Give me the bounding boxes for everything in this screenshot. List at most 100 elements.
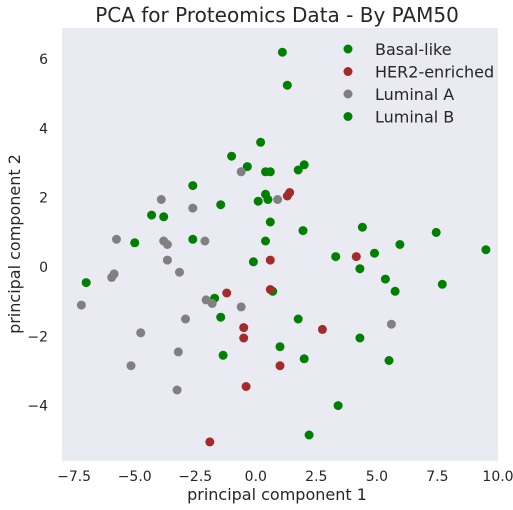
y-tick-label: 0: [39, 260, 48, 276]
point-her2-enriched-7: [239, 333, 249, 343]
point-basal-like-23: [395, 240, 405, 249]
chart-title: PCA for Proteomics Data - By PAM50: [95, 3, 459, 27]
point-basal-like-7: [261, 167, 270, 177]
point-basal-like-0: [277, 47, 287, 57]
y-tick-label: −4: [27, 399, 48, 415]
point-basal-like-17: [298, 226, 308, 236]
point-basal-like-11: [253, 196, 263, 206]
legend: Basal-like HER2-enriched Luminal A Luminal …: [343, 40, 494, 127]
legend-label-basal-like: Basal-like: [375, 40, 452, 59]
point-her2-enriched-10: [275, 361, 285, 371]
point-basal-like-16: [265, 217, 275, 227]
x-tick-label: −5.0: [118, 469, 152, 485]
point-her2-enriched-5: [265, 285, 275, 294]
point-her2-enriched-2: [265, 255, 275, 265]
legend-marker-her2-enriched: [343, 67, 353, 76]
point-basal-like-15: [159, 212, 169, 222]
point-luminal-a-4: [112, 234, 121, 244]
point-her2-enriched-6: [239, 323, 249, 333]
point-basal-like-22: [130, 238, 140, 248]
point-luminal-a-18: [386, 319, 396, 329]
point-basal-like-2: [256, 137, 266, 147]
legend-marker-luminal-a: [343, 89, 353, 99]
point-basal-like-6: [299, 160, 309, 170]
y-axis-ticks: −4 −2 0 2 4 6: [27, 52, 48, 414]
point-basal-like-43: [304, 430, 314, 440]
point-luminal-a-6: [162, 240, 172, 249]
point-her2-enriched-4: [222, 288, 232, 298]
point-her2-enriched-3: [351, 252, 361, 262]
point-basal-like-26: [370, 248, 379, 258]
legend-label-her2-enriched: HER2-enriched: [375, 63, 494, 82]
point-luminal-a-10: [162, 255, 172, 265]
point-luminal-a-16: [181, 314, 190, 324]
point-basal-like-31: [390, 286, 400, 296]
y-axis-label: principal component 2: [5, 154, 24, 334]
legend-label-luminal-a: Luminal A: [375, 85, 454, 104]
x-tick-label: 0.0: [245, 469, 267, 485]
x-tick-label: 5.0: [366, 469, 388, 485]
point-her2-enriched-1: [282, 191, 292, 201]
y-tick-label: 6: [39, 52, 48, 68]
x-tick-label: −7.5: [57, 469, 91, 485]
point-her2-enriched-11: [205, 437, 215, 447]
point-basal-like-29: [355, 264, 365, 274]
point-luminal-a-7: [200, 236, 210, 246]
point-her2-enriched-8: [317, 324, 327, 334]
point-basal-like-21: [261, 236, 270, 246]
point-basal-like-35: [216, 312, 226, 322]
x-axis-label: principal component 1: [187, 485, 367, 504]
point-basal-like-37: [275, 342, 285, 352]
point-basal-like-18: [357, 222, 367, 232]
point-luminal-a-14: [207, 298, 217, 308]
point-basal-like-41: [384, 356, 394, 365]
y-tick-label: 4: [39, 122, 48, 138]
point-basal-like-25: [481, 245, 491, 255]
point-basal-like-1: [282, 80, 292, 90]
point-basal-like-27: [331, 252, 341, 262]
point-basal-like-38: [355, 333, 365, 343]
x-axis-ticks: −7.5 −5.0 −2.5 0.0 2.5 5.0 7.5 10.0: [57, 469, 513, 485]
point-luminal-a-9: [107, 272, 117, 282]
point-basal-like-14: [147, 210, 157, 220]
point-basal-like-19: [431, 227, 441, 237]
point-basal-like-8: [293, 165, 303, 175]
point-luminal-a-2: [188, 203, 198, 213]
point-luminal-a-21: [172, 385, 182, 395]
point-basal-like-20: [188, 234, 198, 244]
y-tick-label: 2: [39, 191, 48, 207]
point-luminal-a-20: [126, 361, 136, 371]
point-basal-like-13: [216, 200, 226, 210]
x-tick-label: 10.0: [482, 469, 513, 485]
point-luminal-a-1: [156, 195, 166, 204]
data-points: [76, 47, 491, 447]
x-tick-label: −2.5: [178, 469, 212, 485]
legend-label-luminal-b: Luminal B: [375, 108, 454, 127]
point-luminal-a-17: [136, 328, 146, 338]
point-luminal-a-3: [273, 195, 283, 204]
point-basal-like-12: [263, 195, 273, 204]
point-luminal-a-11: [175, 267, 184, 277]
point-luminal-a-19: [173, 347, 183, 357]
point-basal-like-42: [333, 401, 343, 411]
point-luminal-a-15: [236, 302, 246, 312]
x-tick-label: 7.5: [426, 469, 448, 485]
point-basal-like-36: [293, 314, 303, 324]
y-tick-label: −2: [27, 329, 48, 345]
point-basal-like-32: [437, 279, 447, 289]
x-tick-label: 2.5: [305, 469, 327, 485]
point-basal-like-10: [188, 181, 198, 191]
point-basal-like-30: [380, 274, 390, 284]
legend-marker-basal-like: [343, 44, 353, 54]
point-basal-like-40: [299, 354, 309, 364]
point-basal-like-24: [248, 257, 258, 267]
legend-marker-luminal-b: [343, 112, 353, 121]
point-basal-like-3: [227, 151, 237, 161]
point-basal-like-39: [218, 350, 228, 360]
point-her2-enriched-9: [241, 382, 251, 391]
point-luminal-a-12: [76, 300, 86, 310]
point-basal-like-28: [81, 278, 91, 288]
point-basal-like-4: [242, 162, 252, 172]
point-luminal-a-0: [236, 167, 246, 177]
